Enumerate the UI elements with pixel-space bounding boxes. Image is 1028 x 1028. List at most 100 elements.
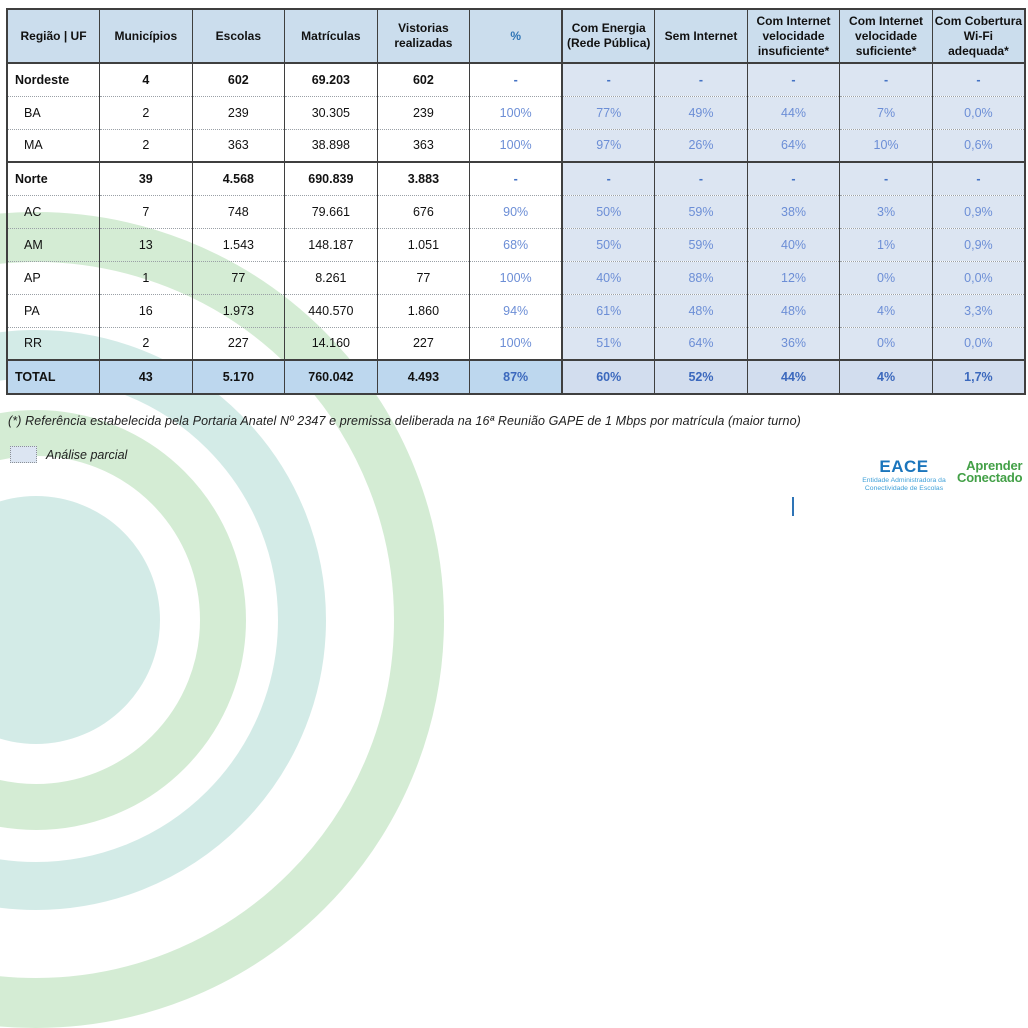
cell: 2 [99,95,193,129]
cell: 100% [469,128,563,162]
cell: 7% [839,95,933,129]
table-body: Nordeste 4 602 69.203 602- - - - - - BA 2 239 30.305 2… [6,62,1025,394]
header-cell: Sem Internet [654,9,748,64]
cell: 38% [746,194,840,228]
cell: 3,3% [931,293,1025,327]
cell: 16 [99,293,193,327]
cell: - [654,161,748,195]
cell: 77% [561,95,655,129]
cell: 0,9% [931,227,1025,261]
cell: 52% [654,359,748,394]
cell: 79.661 [284,194,378,228]
legend-label: Análise parcial [46,447,128,462]
cell: 4.493 [376,359,470,394]
cell: 363 [376,128,470,162]
watermark-arc-green-inner [0,410,246,830]
cell: 12% [746,260,840,294]
cell: 88% [654,260,748,294]
cell: 0,0% [931,326,1025,360]
cell: 5.170 [191,359,285,394]
wifi-signal-icon [1020,447,1028,505]
cell: 40% [746,227,840,261]
cell: TOTAL [6,359,100,394]
table-row: AP 1 77 8.261 77 100% 40% 88% 12% 0% 0,0% [6,260,1025,294]
header-cell: Matrículas [284,9,378,64]
cell: 38.898 [284,128,378,162]
cell: 760.042 [284,359,378,394]
table-row: AM 13 1.543 148.187 1.051 68% 50% 59% 40% 1% 0,9% [6,227,1025,261]
cell: 8.261 [284,260,378,294]
cell: 48% [654,293,748,327]
cell: 690.839 [284,161,378,195]
cell: 1.051 [376,227,470,261]
cell: 4.568 [191,161,285,195]
cell: - [839,161,933,195]
cell: 7 [99,194,193,228]
cell: 0% [839,260,933,294]
cell: 1.543 [191,227,285,261]
cell: 36% [746,326,840,360]
cell: - [654,62,748,96]
cell: 0,0% [931,260,1025,294]
table-row: BA 2 239 30.305 239 100% 77% 49% 44% 7% 0,0% [6,95,1025,129]
cell: 59% [654,194,748,228]
cell: 50% [561,227,655,261]
legend: Análise parcial [10,446,127,463]
cell: - [746,62,840,96]
cell: 748 [191,194,285,228]
cell: 69.203 [284,62,378,96]
cell: AC [6,194,100,228]
cell: 44% [746,95,840,129]
cell: 0% [839,326,933,360]
cell: Norte [6,161,100,195]
cell: 64% [654,326,748,360]
table-row: RR 2 227 14.160 227 100% 51% 64% 36% 0% 0,0% [6,326,1025,360]
header-cell: Com Energia (Rede Pública) [561,9,655,64]
cell: 40% [561,260,655,294]
cell: 30.305 [284,95,378,129]
cell: 1.973 [191,293,285,327]
cell: 676 [376,194,470,228]
cell: 227 [376,326,470,360]
cell: AP [6,260,100,294]
eace-logo-subtitle: Entidade Administradora da Conectividade… [862,477,946,493]
partial-blue-bar [792,497,794,516]
cell: - [469,62,563,96]
table-row: Norte 39 4.568 690.839 3.883- - - - - - [6,161,1025,195]
aprender-conectado-logo: Aprender Conectado [957,447,1028,505]
cell: AM [6,227,100,261]
table-row: Nordeste 4 602 69.203 602- - - - - - [6,62,1025,96]
cell: BA [6,95,100,129]
footnote: (*) Referência estabelecida pela Portari… [8,414,801,428]
table-row: AC 7 748 79.661 676 90% 50% 59% 38% 3% 0,9% [6,194,1025,228]
conectado-line: Conectado [957,470,1023,486]
watermark-disc-teal [0,496,160,744]
cell: 77 [191,260,285,294]
cell: 39 [99,161,193,195]
cell: 0,0% [931,95,1025,129]
table-row: PA 16 1.973 440.570 1.860 94% 61% 48% 48% 4% 3,3% [6,293,1025,327]
cell: 227 [191,326,285,360]
cell: - [561,62,655,96]
cell: 239 [191,95,285,129]
cell: - [746,161,840,195]
aprender-conectado-wordmark: Aprender Conectado [957,459,1023,505]
cell: 4 [99,62,193,96]
cell: 10% [839,128,933,162]
cell: 2 [99,128,193,162]
header-cell: Com Cobertura Wi-Fi adequada* [931,9,1025,64]
table-row: MA 2 363 38.898 363 100% 97% 26% 64% 10% 0,6% [6,128,1025,162]
header-cell: Municípios [99,9,193,64]
cell: 4% [839,359,933,394]
cell: 51% [561,326,655,360]
header-cell: Região | UF [6,9,100,64]
cell: 13 [99,227,193,261]
cell: - [931,161,1025,195]
cell: 60% [561,359,655,394]
eace-logo: EACE Entidade Administradora da Conectiv… [846,458,962,494]
cell: 90% [469,194,563,228]
cell: 87% [469,359,563,394]
cell: 0,9% [931,194,1025,228]
cell: PA [6,293,100,327]
cell: 148.187 [284,227,378,261]
